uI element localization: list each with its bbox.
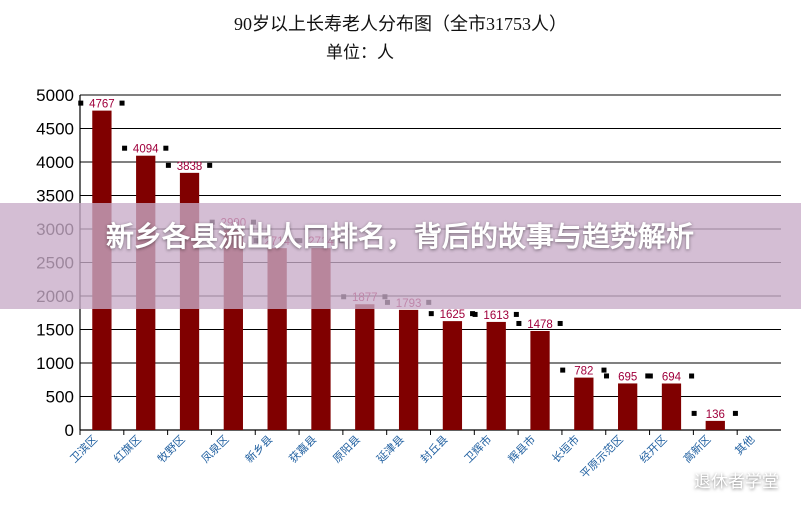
point-marker [560, 367, 566, 373]
point-marker [516, 320, 522, 326]
data-label: 4094 [133, 144, 159, 156]
point-marker [647, 373, 653, 379]
y-tick-label: 4500 [36, 120, 74, 139]
x-tick-label: 长垣市 [549, 432, 582, 465]
point-marker [119, 100, 125, 106]
data-label: 1478 [527, 319, 553, 331]
point-marker [645, 373, 651, 379]
point-marker [604, 373, 610, 379]
x-tick-label: 延津县 [374, 433, 407, 466]
y-tick-label: 1500 [36, 321, 74, 340]
data-label: 695 [618, 371, 637, 383]
watermark: 退休者学堂 [664, 467, 779, 492]
point-marker [165, 162, 171, 168]
y-tick-label: 4000 [36, 153, 74, 172]
point-marker [513, 311, 519, 317]
data-label: 136 [706, 409, 725, 421]
point-marker [472, 311, 478, 317]
x-tick-label: 卫辉市 [461, 432, 494, 465]
data-label: 3838 [177, 161, 203, 173]
overlay-title: 新乡各县流出人口排名，背后的故事与趋势解析 [105, 220, 694, 253]
x-tick-label: 新乡县 [242, 432, 275, 465]
x-tick-label: 封丘县 [417, 432, 450, 465]
x-tick-label: 其他 [732, 433, 757, 458]
y-tick-label: 3500 [36, 187, 74, 206]
bar [398, 309, 419, 430]
x-tick-label: 平原示范区 [577, 432, 626, 481]
point-marker [601, 367, 607, 373]
bar [574, 377, 594, 430]
x-tick-label: 原阳县 [330, 433, 363, 466]
data-label: 1613 [483, 310, 509, 322]
point-marker [78, 100, 84, 106]
y-tick-label: 1000 [36, 354, 74, 373]
bar [442, 321, 463, 430]
bar [661, 383, 682, 430]
y-tick-label: 5000 [36, 86, 74, 105]
x-tick-label: 高新区 [680, 432, 713, 465]
point-marker [122, 145, 128, 151]
bar [705, 420, 725, 430]
data-label: 694 [662, 372, 682, 384]
chart-subtitle: 单位：人 [326, 43, 394, 62]
point-marker [163, 145, 169, 151]
bar [355, 304, 375, 430]
x-tick-label: 红旗区 [111, 432, 144, 465]
data-label: 4767 [89, 99, 115, 111]
x-tick-label: 牧野区 [154, 432, 187, 465]
point-marker [732, 410, 738, 416]
watermark-text: 退休者学堂 [694, 472, 779, 492]
x-tick-label: 辉县市 [505, 432, 538, 465]
chart-title: 90岁以上长寿老人分布图（全市31753人） [234, 14, 567, 34]
bar [486, 321, 506, 430]
point-marker [691, 410, 697, 416]
point-marker [689, 373, 695, 379]
point-marker [428, 311, 434, 317]
y-tick-label: 500 [46, 388, 74, 407]
wechat-icon [664, 470, 688, 488]
bar [530, 330, 550, 430]
point-marker [207, 162, 213, 168]
x-tick-label: 获嘉县 [286, 432, 319, 465]
bar [618, 383, 638, 430]
data-label: 782 [574, 366, 593, 378]
data-label: 1625 [440, 309, 466, 321]
point-marker [470, 311, 476, 317]
overlay-band [0, 203, 801, 309]
x-tick-label: 凤泉区 [198, 432, 231, 465]
y-tick-label: 0 [65, 421, 74, 440]
point-marker [557, 320, 563, 326]
x-tick-label: 经开区 [637, 433, 670, 466]
